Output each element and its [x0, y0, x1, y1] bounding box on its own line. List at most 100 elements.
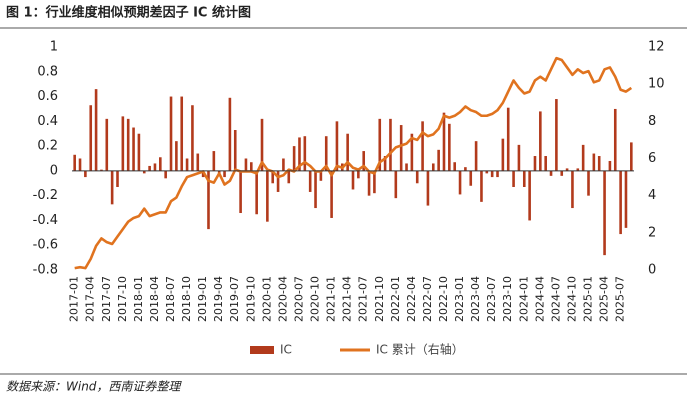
bar — [292, 146, 296, 171]
bar — [555, 99, 558, 171]
bar — [153, 163, 157, 171]
bar — [110, 170, 114, 205]
bar — [330, 170, 333, 218]
bar — [303, 136, 307, 171]
x-tick-label: 2023-04 — [469, 276, 482, 322]
bar — [431, 163, 435, 171]
bar — [394, 170, 398, 199]
bar — [180, 96, 184, 171]
bar — [587, 170, 590, 196]
bar — [126, 118, 130, 171]
source: 数据来源：Wind，西南证券整理 — [6, 380, 182, 394]
legend-label: IC 累计（右轴） — [376, 342, 464, 357]
bar — [448, 123, 451, 171]
bar — [121, 116, 125, 171]
bar — [116, 170, 119, 187]
bar — [506, 107, 510, 171]
bar — [613, 108, 617, 171]
bar — [630, 142, 633, 171]
bar — [597, 156, 601, 171]
bar — [496, 170, 499, 178]
y-tick-label: -0.6 — [33, 238, 58, 253]
y2-tick-label: 2 — [648, 225, 656, 240]
x-tick-label: 2025-04 — [598, 276, 611, 322]
bar — [185, 158, 189, 171]
bar — [389, 118, 392, 171]
y2-tick-label: 10 — [648, 77, 665, 92]
y2-tick-label: 6 — [648, 151, 656, 166]
bar — [399, 125, 403, 171]
x-tick-label: 2024-07 — [549, 276, 562, 322]
y2-tick-label: 12 — [648, 40, 665, 55]
x-tick-label: 2020-01 — [260, 276, 273, 322]
y-tick-label: -0.4 — [33, 213, 58, 228]
x-tick-label: 2017-07 — [100, 276, 113, 322]
x-tick-label: 2021-04 — [341, 276, 354, 322]
bar — [469, 170, 473, 186]
x-tick-label: 2019-07 — [228, 276, 241, 322]
bar — [453, 162, 456, 171]
x-tick-label: 2019-04 — [212, 276, 225, 322]
bar — [250, 162, 253, 171]
bar — [581, 144, 585, 171]
bar — [169, 96, 173, 171]
bar — [421, 121, 424, 171]
x-tick-label: 2018-01 — [132, 276, 145, 322]
bar — [346, 133, 349, 171]
bar — [314, 170, 317, 209]
bar — [576, 168, 580, 171]
bar — [84, 170, 87, 178]
bar — [228, 97, 232, 171]
bar — [480, 170, 483, 202]
x-tick-label: 2021-07 — [357, 276, 370, 322]
x-tick-label: 2023-01 — [453, 276, 466, 322]
bar — [319, 170, 323, 181]
x-tick-label: 2024-01 — [517, 276, 530, 322]
bar — [426, 170, 430, 206]
bar — [485, 170, 489, 174]
y-tick-label: 0.4 — [37, 114, 58, 129]
bar — [410, 133, 414, 171]
y-tick-label: 0.2 — [37, 139, 58, 154]
bar — [78, 158, 82, 171]
x-tick-label: 2022-10 — [437, 276, 450, 322]
x-tick-label: 2017-04 — [84, 276, 97, 322]
x-tick-label: 2017-01 — [68, 276, 81, 322]
bar — [490, 170, 494, 178]
bar — [239, 170, 242, 214]
bar — [351, 170, 355, 190]
x-tick-label: 2018-07 — [164, 276, 177, 322]
y-tick-label: -0.8 — [33, 263, 58, 278]
x-tick-label: 2018-04 — [148, 276, 161, 322]
bar — [383, 156, 387, 171]
legend-label: IC — [280, 343, 292, 357]
bar — [501, 138, 505, 171]
x-tick-label: 2019-01 — [196, 276, 209, 322]
x-tick-label: 2020-07 — [292, 276, 305, 322]
bar — [539, 111, 542, 171]
bar — [164, 170, 167, 179]
bar — [415, 170, 419, 184]
x-tick-label: 2025-07 — [614, 276, 627, 322]
x-tick-label: 2024-10 — [565, 276, 578, 322]
bar — [260, 118, 264, 171]
bar — [565, 168, 569, 171]
bar — [276, 170, 280, 192]
bar — [405, 163, 408, 171]
x-tick-label: 2018-10 — [180, 276, 193, 322]
bar — [619, 170, 622, 235]
bar — [142, 170, 146, 174]
y-tick-label: 0.8 — [37, 64, 58, 79]
bar — [367, 170, 371, 196]
bar — [517, 144, 521, 171]
bar — [522, 170, 526, 187]
bar — [287, 170, 291, 184]
bar — [549, 170, 553, 176]
bar — [324, 136, 328, 171]
bar — [378, 118, 382, 171]
y2-tick-label: 8 — [648, 114, 656, 129]
legend-swatch — [250, 346, 274, 354]
line — [74, 56, 633, 270]
x-tick-label: 2023-07 — [485, 276, 498, 322]
bar — [603, 170, 606, 256]
